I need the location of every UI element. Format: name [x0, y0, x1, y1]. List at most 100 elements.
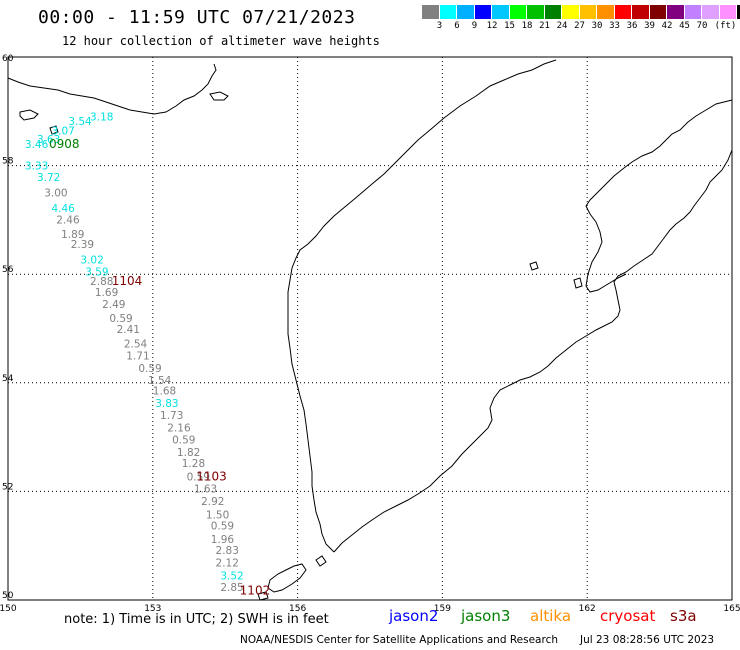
legend-label: 3 — [436, 21, 443, 31]
legend-label: 45 — [679, 21, 690, 31]
swh-label: 1.82 — [177, 447, 200, 459]
legend-swatch-8 — [562, 5, 580, 19]
island — [209, 91, 229, 101]
swh-label: 2.85 — [220, 582, 243, 594]
karaginsky-island — [529, 261, 539, 271]
pass-time-label: 1104 — [112, 274, 143, 288]
swh-label: 1.50 — [206, 510, 229, 522]
swh-label: 3.07 — [51, 126, 74, 138]
paramushir-island — [267, 563, 307, 593]
swh-label: 2.16 — [167, 423, 191, 435]
legend-swatch-14 — [667, 5, 685, 19]
satellite-jason2: jason2 — [389, 607, 439, 625]
legend-swatch-13 — [649, 5, 667, 19]
swh-label: 1.73 — [160, 410, 183, 422]
swh-label: 3.72 — [37, 172, 60, 184]
island — [573, 277, 583, 289]
legend-swatch-16 — [702, 5, 720, 19]
legend-swatch-5 — [509, 5, 527, 19]
swh-label: 1.54 — [148, 375, 172, 387]
swh-label: 1.71 — [126, 350, 149, 362]
legend-label: (ft) — [714, 21, 737, 31]
swh-label: 1.69 — [95, 287, 118, 299]
swh-label: 0.59 — [138, 363, 161, 375]
swh-label: 3.33 — [25, 160, 48, 172]
longitude-label: 156 — [289, 604, 306, 614]
kamchatka-east-coast — [333, 149, 733, 553]
satellite-s3a: s3a — [670, 607, 697, 625]
shumshu-island — [315, 555, 327, 567]
latitude-label: 52 — [2, 482, 13, 492]
swh-label: 3.52 — [220, 570, 243, 582]
satellite-altika: altika — [530, 607, 572, 625]
swh-label: 2.49 — [102, 299, 125, 311]
swh-label: 3.02 — [80, 254, 103, 266]
legend-swatch-6 — [527, 5, 545, 19]
longitude-label: 159 — [434, 604, 451, 614]
swh-label: 2.46 — [56, 215, 80, 227]
longitude-label: 165 — [723, 604, 740, 614]
pass-time-label: 1103 — [196, 470, 227, 484]
kamchatka-gulf-coast — [585, 99, 733, 293]
legend-label: 27 — [574, 21, 585, 31]
swh-label: 3.59 — [85, 266, 108, 278]
latitude-label: 60 — [2, 54, 14, 64]
swh-label: 3.54 — [68, 116, 92, 128]
legend-label: 15 — [504, 21, 515, 31]
legend-swatch-17 — [719, 5, 737, 19]
swh-label: 2.12 — [216, 557, 239, 569]
legend-label: 21 — [539, 21, 550, 31]
kuril-island — [257, 591, 269, 601]
swh-label: 3.83 — [155, 398, 178, 410]
legend-label: 6 — [454, 21, 460, 31]
longitude-label: 150 — [0, 604, 17, 614]
legend-swatch-2 — [457, 5, 475, 19]
longitude-label: 153 — [144, 604, 161, 614]
map-frame — [7, 56, 733, 601]
legend-swatch-11 — [614, 5, 632, 19]
swh-label: 0.59 — [172, 435, 195, 447]
wave-height-labels: 3.183.543.073.633.46 3.333.72 3.00 4.462.46… — [25, 112, 270, 598]
legend-label: 39 — [644, 21, 655, 31]
legend-label: 24 — [556, 21, 568, 31]
legend-swatch-1 — [439, 5, 457, 19]
legend-swatch-10 — [597, 5, 615, 19]
swh-label: 2.83 — [216, 545, 239, 557]
latitude-label: 54 — [2, 374, 14, 384]
island — [19, 109, 39, 121]
swh-label: 2.39 — [71, 239, 94, 251]
swh-label: 2.88 — [90, 276, 113, 288]
swh-label: 0.59 — [109, 313, 132, 325]
swh-label: 1.96 — [211, 534, 235, 546]
legend-swatch-4 — [492, 5, 510, 19]
swh-label: 0.59 — [211, 520, 234, 532]
legend-label: 70 — [696, 21, 708, 31]
legend-label: 18 — [521, 21, 533, 31]
map-title: 00:00 - 11:59 UTC 07/21/2023 — [38, 7, 356, 28]
generated-timestamp: Jul 23 08:28:56 UTC 2023 — [580, 634, 715, 646]
map-subtitle: 12 hour collection of altimeter wave hei… — [62, 34, 380, 48]
map-gridlines: 150 153 156 159 162 165 60 58 56 54 52 50 — [0, 54, 740, 614]
color-scale-legend — [422, 5, 740, 19]
latitude-label: 58 — [2, 157, 14, 167]
swh-label: 3.18 — [90, 112, 113, 124]
legend-swatch-12 — [632, 5, 650, 19]
legend-swatch-3 — [474, 5, 492, 19]
pass-time-label: 0908 — [49, 137, 80, 151]
legend-swatch-9 — [579, 5, 597, 19]
swh-label: 1.28 — [182, 458, 205, 470]
satellite-jason3: jason3 — [461, 607, 511, 625]
swh-label: 2.41 — [117, 324, 140, 336]
legend-label: 33 — [609, 21, 620, 31]
latitude-label: 50 — [2, 591, 14, 601]
legend-label: 12 — [486, 21, 498, 31]
swh-label: 1.89 — [61, 229, 84, 241]
legend-swatch-7 — [544, 5, 562, 19]
swh-label: 2.92 — [201, 496, 224, 508]
swh-label: 1.68 — [153, 386, 176, 398]
latitude-label: 56 — [2, 265, 14, 275]
longitude-label: 162 — [579, 604, 596, 614]
footer-note: note: 1) Time is in UTC; 2) SWH is in fe… — [64, 612, 329, 627]
swh-label: 1.63 — [194, 483, 217, 495]
magadan-coast — [7, 63, 217, 115]
